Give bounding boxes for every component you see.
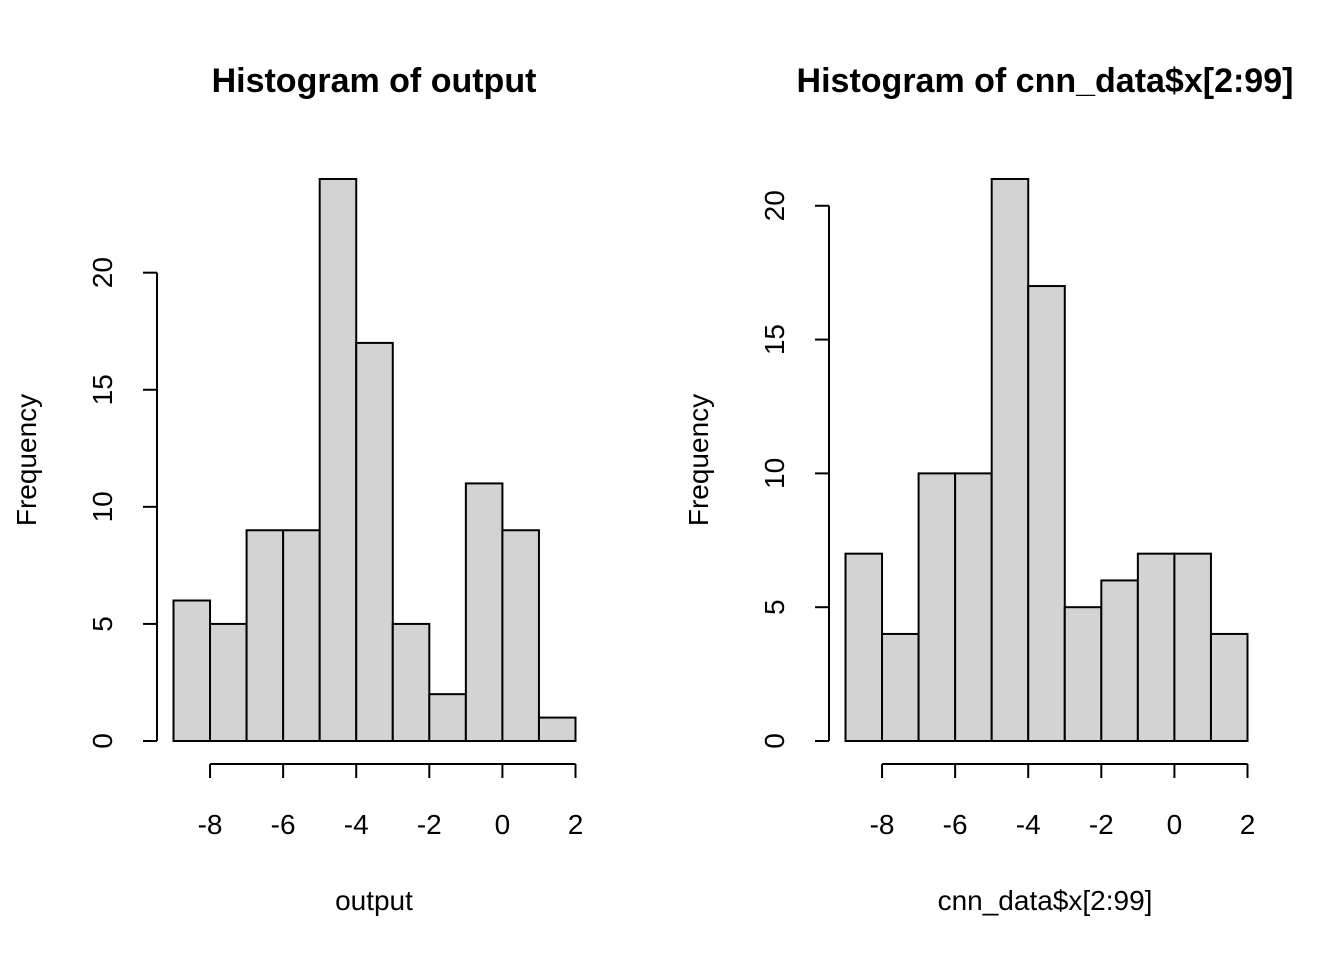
- chart-title: Histogram of cnn_data$x[2:99]: [797, 62, 1294, 100]
- histogram-bar: [1136, 552, 1176, 743]
- y-tick-label: 5: [87, 616, 118, 632]
- histogram-bar: [172, 599, 212, 742]
- x-tick-label: -8: [198, 809, 223, 840]
- histogram-bar: [318, 178, 358, 742]
- x-tick-label: 2: [1240, 809, 1256, 840]
- y-tick-label: 10: [759, 458, 790, 489]
- histogram-bar: [282, 529, 321, 742]
- histogram-bar: [990, 178, 1030, 742]
- histogram-bar: [464, 482, 504, 742]
- x-axis-label: output: [335, 885, 413, 916]
- histogram-panel-cnn-data: Histogram of cnn_data$x[2:99] cnn_data$x…: [683, 62, 1293, 916]
- histogram-bar: [209, 622, 248, 743]
- histogram-panel-output: Histogram of output output Frequency 0 5 1…: [11, 62, 583, 916]
- chart-title: Histogram of output: [212, 62, 537, 100]
- histogram-bar: [881, 632, 920, 743]
- x-tick-label: -4: [344, 809, 369, 840]
- y-tick-label: 10: [87, 491, 118, 522]
- histogram-bar: [355, 341, 394, 742]
- histogram-bar: [1173, 552, 1212, 743]
- histogram-bar: [245, 529, 285, 742]
- x-tick-label: 0: [495, 809, 511, 840]
- histogram-bar: [391, 622, 431, 743]
- histogram-bar: [917, 472, 957, 742]
- y-tick-label: 15: [87, 374, 118, 405]
- histogram-bar: [954, 472, 993, 742]
- histogram-bar: [1209, 632, 1249, 743]
- histogram-bar: [1100, 579, 1139, 743]
- histogram-bar: [1063, 606, 1103, 743]
- histogram-bar: [537, 716, 577, 742]
- histogram-bar: [844, 552, 884, 743]
- x-tick-label: -2: [1089, 809, 1114, 840]
- y-axis-label: Frequency: [683, 394, 714, 526]
- y-tick-label: 20: [87, 257, 118, 288]
- x-tick-label: 0: [1167, 809, 1183, 840]
- histogram-bar: [1027, 285, 1066, 742]
- x-tick-label: -6: [271, 809, 296, 840]
- histogram-bar: [501, 529, 540, 742]
- x-tick-label: -2: [417, 809, 442, 840]
- histogram-bar: [428, 693, 467, 743]
- y-tick-label: 20: [759, 190, 790, 221]
- y-tick-label: 0: [87, 733, 118, 749]
- y-tick-label: 0: [759, 733, 790, 749]
- x-tick-label: -6: [943, 809, 968, 840]
- x-tick-label: 2: [568, 809, 584, 840]
- y-tick-label: 15: [759, 324, 790, 355]
- x-axis-label: cnn_data$x[2:99]: [938, 885, 1153, 916]
- y-axis-label: Frequency: [11, 394, 42, 526]
- x-tick-label: -4: [1016, 809, 1041, 840]
- y-tick-label: 5: [759, 599, 790, 615]
- x-tick-label: -8: [870, 809, 895, 840]
